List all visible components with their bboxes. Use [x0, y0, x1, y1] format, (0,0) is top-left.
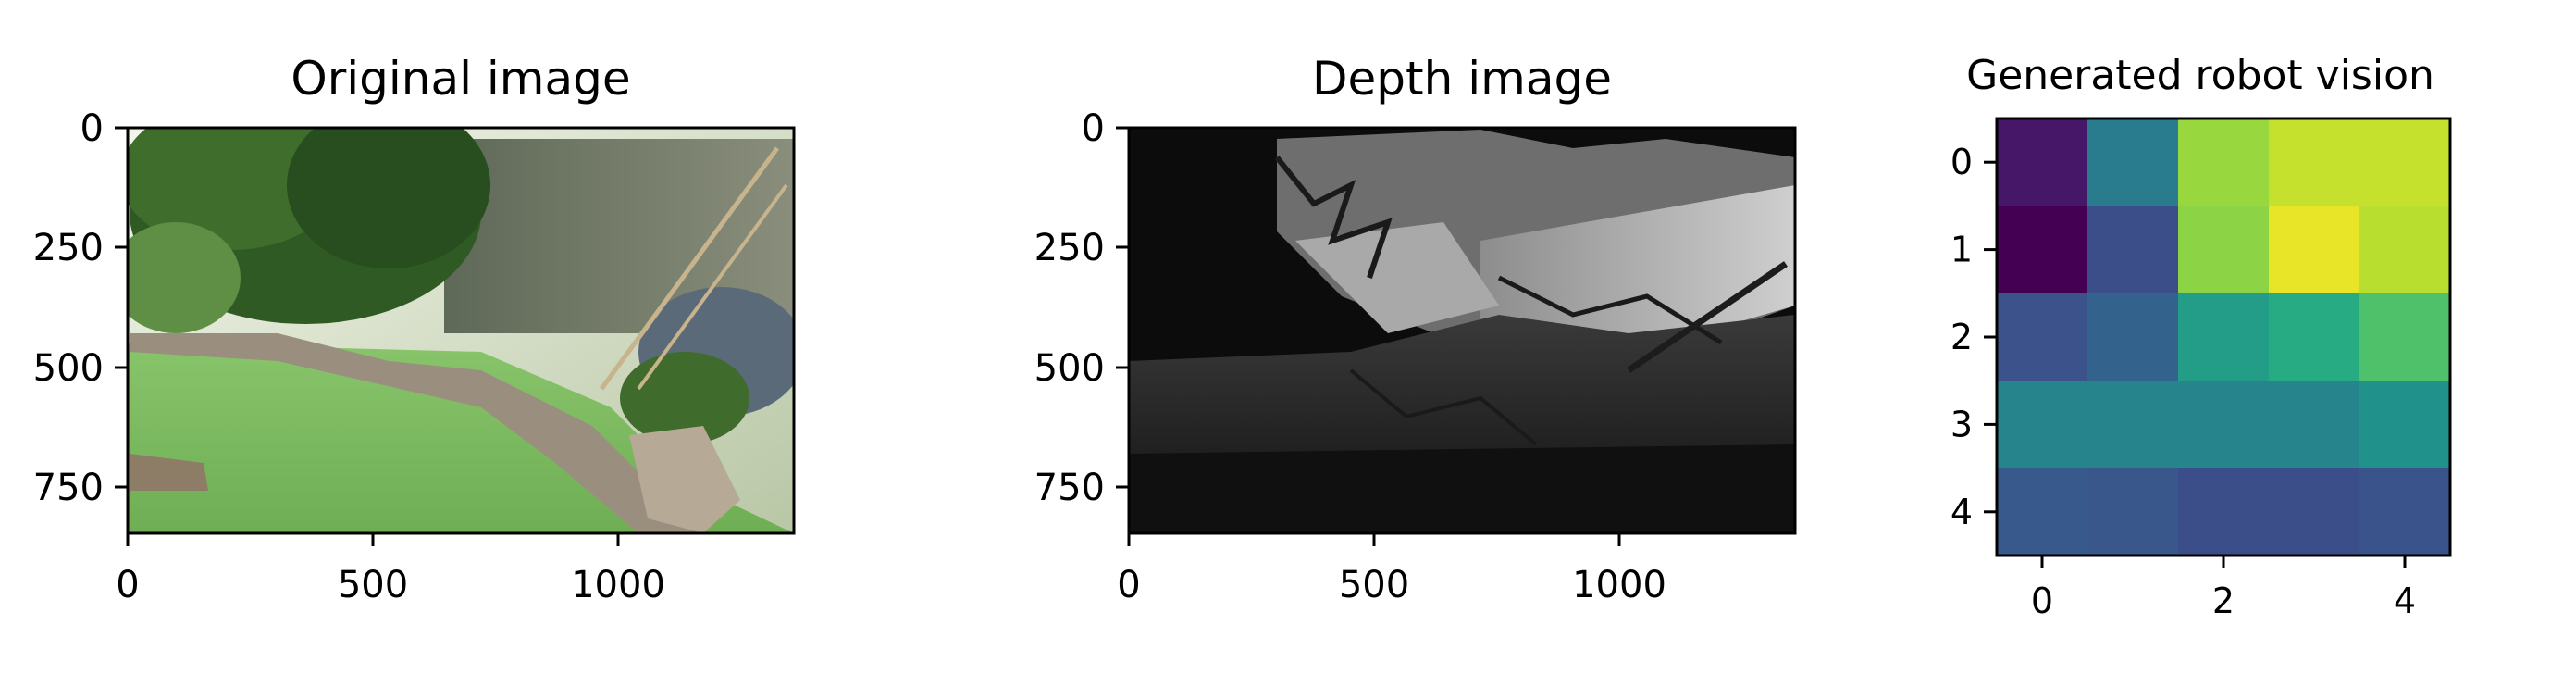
- y-tick-label: 0: [1951, 142, 1973, 182]
- y-tick-label: 250: [1034, 227, 1105, 269]
- depth-image-photo: [1129, 128, 1795, 533]
- y-tick-label: 750: [1034, 467, 1105, 509]
- heatmap-cell: [1997, 381, 2088, 469]
- robot-vision-panel: Generated robot vision 0 1 2 3 4 0 2 4: [1951, 52, 2452, 621]
- original-image-photo: [128, 128, 794, 533]
- heatmap-cell: [2178, 381, 2270, 469]
- heatmap-cell: [2178, 119, 2270, 206]
- x-tick-label: 0: [116, 564, 139, 606]
- original-image-title: Original image: [291, 52, 630, 106]
- y-tick-label: 0: [1082, 107, 1105, 150]
- y-tick-label: 750: [33, 467, 104, 509]
- heatmap-cell: [2178, 293, 2270, 381]
- heatmap-cell: [2359, 206, 2451, 294]
- x-tick-label: 1000: [571, 564, 665, 606]
- heatmap-cell: [2087, 468, 2179, 556]
- x-tick-label: 1000: [1572, 564, 1666, 606]
- heatmap-cell: [2087, 119, 2179, 206]
- y-tick-label: 500: [33, 347, 104, 390]
- y-tick-label: 250: [33, 227, 104, 269]
- heatmap-cell: [2178, 468, 2270, 556]
- heatmap-cell: [2269, 206, 2360, 294]
- heatmap-cell: [2087, 293, 2179, 381]
- heatmap-cell: [2087, 206, 2179, 294]
- x-tick-label: 500: [338, 564, 408, 606]
- heatmap-cell: [2269, 468, 2360, 556]
- original-image-y-axis: 0 250 500 750: [33, 107, 128, 509]
- y-tick-label: 1: [1951, 230, 1973, 270]
- robot-vision-title: Generated robot vision: [1966, 52, 2434, 99]
- heatmap-cell: [2359, 119, 2451, 206]
- heatmap-cell: [1997, 206, 2088, 294]
- depth-image-title: Depth image: [1312, 52, 1612, 106]
- y-tick-label: 500: [1034, 347, 1105, 390]
- original-image-x-axis: 0 500 1000: [116, 533, 665, 606]
- heatmap-cell: [1997, 468, 2088, 556]
- x-tick-label: 0: [1117, 564, 1140, 606]
- heatmap-cell: [2269, 119, 2360, 206]
- heatmap-cell: [2359, 293, 2451, 381]
- y-tick-label: 2: [1951, 317, 1973, 357]
- heatmap-cell: [2178, 206, 2270, 294]
- heatmap-cell: [2269, 381, 2360, 469]
- x-tick-label: 2: [2212, 580, 2235, 621]
- heatmap-cell: [1997, 293, 2088, 381]
- x-tick-label: 0: [2031, 580, 2053, 621]
- robot-vision-heatmap: [1997, 119, 2451, 556]
- depth-image-y-axis: 0 250 500 750: [1034, 107, 1129, 509]
- robot-vision-axes: 0 1 2 3 4 0 2 4: [1951, 142, 2416, 621]
- depth-image-x-axis: 0 500 1000: [1117, 533, 1666, 606]
- heatmap-cell: [1997, 119, 2088, 206]
- x-tick-label: 500: [1339, 564, 1409, 606]
- y-tick-label: 3: [1951, 404, 1973, 444]
- original-image-frame: [126, 126, 796, 535]
- y-tick-label: 4: [1951, 492, 1973, 532]
- heatmap-cell: [2359, 468, 2451, 556]
- original-image-panel: Original image 0 250 500: [33, 52, 796, 606]
- depth-image-panel: Depth image 0 250 500 750: [1034, 52, 1797, 606]
- heatmap-cell: [2359, 381, 2451, 469]
- x-tick-label: 4: [2394, 580, 2416, 621]
- depth-image-frame: [1127, 126, 1797, 535]
- y-tick-label: 0: [80, 107, 104, 150]
- heatmap-cell: [2269, 293, 2360, 381]
- heatmap-cell: [2087, 381, 2179, 469]
